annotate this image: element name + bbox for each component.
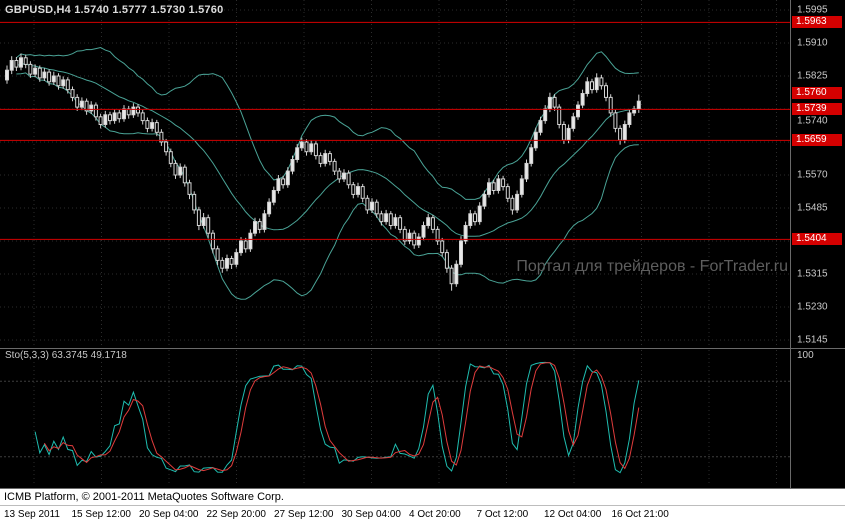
bollinger-bands xyxy=(16,46,639,300)
time-axis-label: 4 Oct 20:00 xyxy=(409,509,461,520)
price-axis-label: 1.5145 xyxy=(797,334,828,346)
current-price-label: 1.5760 xyxy=(792,87,842,100)
price-axis[interactable]: 1.5995 1.5910 1.5825 1.5740 1.5570 1.5485 1.53… xyxy=(790,0,845,488)
stochastic-label: Sto(5,3,3) 63.3745 49.1718 xyxy=(5,350,127,361)
bollinger-middle-line xyxy=(16,63,639,237)
price-axis-label: 1.5315 xyxy=(797,268,828,280)
time-axis-label: 13 Sep 2011 xyxy=(4,509,60,520)
sto-axis-label-100: 100 xyxy=(797,350,814,361)
chart-title: GBPUSD,H4 1.5740 1.5777 1.5730 1.5760 xyxy=(5,4,224,16)
time-axis-label: 16 Oct 21:00 xyxy=(611,509,669,520)
price-line-label: 1.5739 xyxy=(792,103,842,116)
time-axis-label: 30 Sep 04:00 xyxy=(341,509,402,520)
price-axis-label: 1.5740 xyxy=(797,115,828,127)
grid-lines xyxy=(0,0,790,486)
separators xyxy=(0,0,845,488)
price-axis-label: 1.5230 xyxy=(797,301,828,313)
time-axis-label: 12 Oct 04:00 xyxy=(544,509,602,520)
copyright-text: ICMB Platform, © 2001-2011 MetaQuotes So… xyxy=(4,491,284,503)
price-axis-label: 1.5570 xyxy=(797,169,828,181)
time-axis-label: 7 Oct 12:00 xyxy=(476,509,529,520)
price-line-label: 1.5404 xyxy=(792,233,842,246)
status-divider xyxy=(0,505,845,506)
bollinger-lower-line xyxy=(16,72,639,300)
horizontal-lines xyxy=(0,21,790,240)
price-axis-label: 1.5485 xyxy=(797,202,828,214)
price-axis-label: 1.5825 xyxy=(797,70,828,82)
stochastic-main-line xyxy=(34,361,640,474)
price-axis-label: 1.5910 xyxy=(797,37,828,49)
time-axis[interactable]: 13 Sep 2011 15 Sep 12:00 20 Sep 04:00 22 Se… xyxy=(0,506,845,528)
stochastic-signal-line xyxy=(43,362,640,472)
status-bar: ICMB Platform, © 2001-2011 MetaQuotes So… xyxy=(0,488,845,528)
candlesticks xyxy=(5,53,641,291)
stochastic-signal-value: 49.1718 xyxy=(90,350,127,361)
watermark: Портал для трейдеров - ForTrader.ru xyxy=(516,258,788,275)
time-axis-label: 15 Sep 12:00 xyxy=(71,509,132,520)
stochastic-name: Sto(5,3,3) xyxy=(5,350,49,361)
time-axis-label: 20 Sep 04:00 xyxy=(139,509,199,520)
time-axis-label: 27 Sep 12:00 xyxy=(274,509,334,520)
stochastic-main-value: 63.3745 xyxy=(51,350,88,361)
bollinger-upper-line xyxy=(16,46,639,200)
time-axis-label: 22 Sep 20:00 xyxy=(206,509,267,520)
price-line-label: 1.5659 xyxy=(792,134,842,147)
price-line-label: 1.5963 xyxy=(792,16,842,29)
price-axis-label: 1.5995 xyxy=(797,4,828,16)
stochastic xyxy=(34,361,640,474)
